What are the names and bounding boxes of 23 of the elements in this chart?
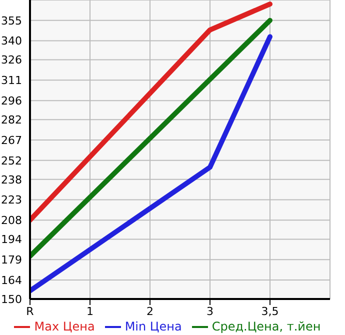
- y-tick-label: 311: [1, 74, 22, 88]
- x-tick-label: 3,5: [261, 304, 279, 318]
- x-tick-label: 2: [146, 304, 154, 318]
- y-tick-label: 208: [1, 214, 22, 228]
- y-tick-label: 282: [1, 114, 22, 127]
- y-tick-label: 326: [1, 54, 22, 67]
- legend-label: Сред.Цена, т.йен: [212, 319, 321, 334]
- legend-label: Max Цена: [34, 319, 95, 334]
- y-tick-label: 179: [1, 253, 22, 266]
- y-tick-label: 267: [1, 134, 22, 147]
- legend-label: Min Цена: [124, 319, 182, 334]
- y-tick-label: 238: [1, 173, 22, 186]
- y-tick-label: 223: [1, 194, 22, 207]
- x-tick-label: 1: [86, 304, 94, 318]
- y-tick-label: 150: [1, 292, 22, 306]
- y-tick-label: 164: [1, 274, 22, 287]
- x-tick-label: 3: [206, 304, 214, 318]
- y-tick-label: 296: [1, 94, 22, 108]
- x-tick-label: R: [26, 304, 34, 318]
- y-tick-label: 194: [1, 233, 22, 246]
- y-tick-label: 252: [1, 154, 22, 168]
- y-tick-label: 340: [1, 34, 22, 48]
- y-tick-label: 355: [1, 14, 22, 28]
